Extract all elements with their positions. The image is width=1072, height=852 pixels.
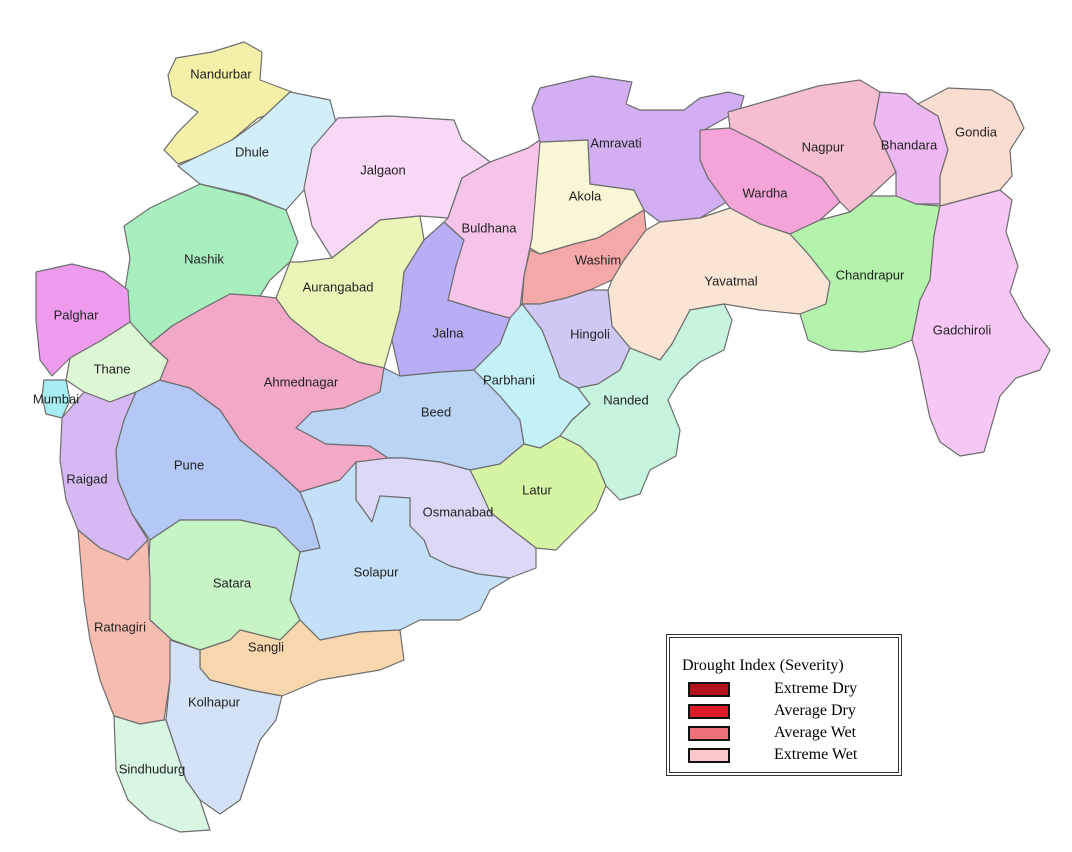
district-label-hingoli: Hingoli (570, 326, 610, 341)
district-label-parbhani: Parbhani (483, 372, 535, 387)
district-sindhudurg (113, 715, 211, 833)
district-label-chandrapur: Chandrapur (836, 267, 905, 282)
district-label-gondia: Gondia (955, 124, 998, 139)
legend-swatch-extreme-wet (688, 748, 730, 763)
district-label-palghar: Palghar (54, 307, 99, 322)
district-gondia (917, 87, 1025, 207)
district-label-amravati: Amravati (590, 135, 641, 150)
district-label-nandurbar: Nandurbar (190, 66, 252, 81)
district-label-nashik: Nashik (184, 251, 224, 266)
legend: Drought Index (Severity) Extreme Dry Ave… (666, 634, 902, 776)
district-label-sindhudurg: Sindhudurg (119, 761, 186, 776)
district-label-nagpur: Nagpur (802, 139, 845, 154)
district-label-nanded: Nanded (603, 392, 649, 407)
district-label-washim: Washim (575, 252, 621, 267)
legend-label-extreme-wet: Extreme Wet (774, 746, 858, 763)
legend-title: Drought Index (Severity) (682, 657, 844, 674)
district-nandurbar (163, 41, 293, 165)
district-label-ahmednagar: Ahmednagar (264, 374, 339, 389)
district-label-jalna: Jalna (432, 325, 464, 340)
legend-label-average-dry: Average Dry (774, 702, 856, 719)
district-label-dhule: Dhule (235, 144, 269, 159)
legend-swatch-extreme-dry (688, 682, 730, 697)
legend-item-extreme-wet: Extreme Wet (688, 746, 888, 766)
district-label-jalgaon: Jalgaon (360, 162, 406, 177)
district-label-kolhapur: Kolhapur (188, 694, 241, 709)
district-label-buldhana: Buldhana (462, 220, 518, 235)
district-label-mumbai: Mumbai (33, 391, 79, 406)
district-label-wardha: Wardha (742, 185, 788, 200)
district-label-pune: Pune (174, 457, 204, 472)
legend-swatch-average-dry (688, 704, 730, 719)
legend-label-average-wet: Average Wet (774, 724, 857, 741)
district-label-latur: Latur (522, 482, 552, 497)
district-label-akola: Akola (569, 188, 602, 203)
district-label-thane: Thane (94, 361, 131, 376)
district-label-bhandara: Bhandara (881, 137, 938, 152)
district-label-aurangabad: Aurangabad (303, 279, 374, 294)
district-label-ratnagiri: Ratnagiri (94, 619, 146, 634)
legend-label-extreme-dry: Extreme Dry (774, 680, 858, 697)
district-label-gadchiroli: Gadchiroli (933, 322, 992, 337)
district-label-osmanabad: Osmanabad (423, 504, 494, 519)
legend-swatch-average-wet (688, 726, 730, 741)
legend-item-extreme-dry: Extreme Dry (688, 680, 888, 700)
legend-item-average-dry: Average Dry (688, 702, 888, 722)
district-label-yavatmal: Yavatmal (704, 273, 757, 288)
district-label-satara: Satara (213, 575, 252, 590)
district-label-sangli: Sangli (248, 639, 284, 654)
legend-frame: Drought Index (Severity) Extreme Dry Ave… (669, 637, 899, 773)
district-gadchiroli (911, 189, 1051, 457)
district-jalgaon (303, 115, 491, 259)
legend-item-average-wet: Average Wet (688, 724, 888, 744)
district-label-raigad: Raigad (66, 471, 107, 486)
district-label-beed: Beed (421, 404, 451, 419)
district-label-solapur: Solapur (354, 564, 399, 579)
